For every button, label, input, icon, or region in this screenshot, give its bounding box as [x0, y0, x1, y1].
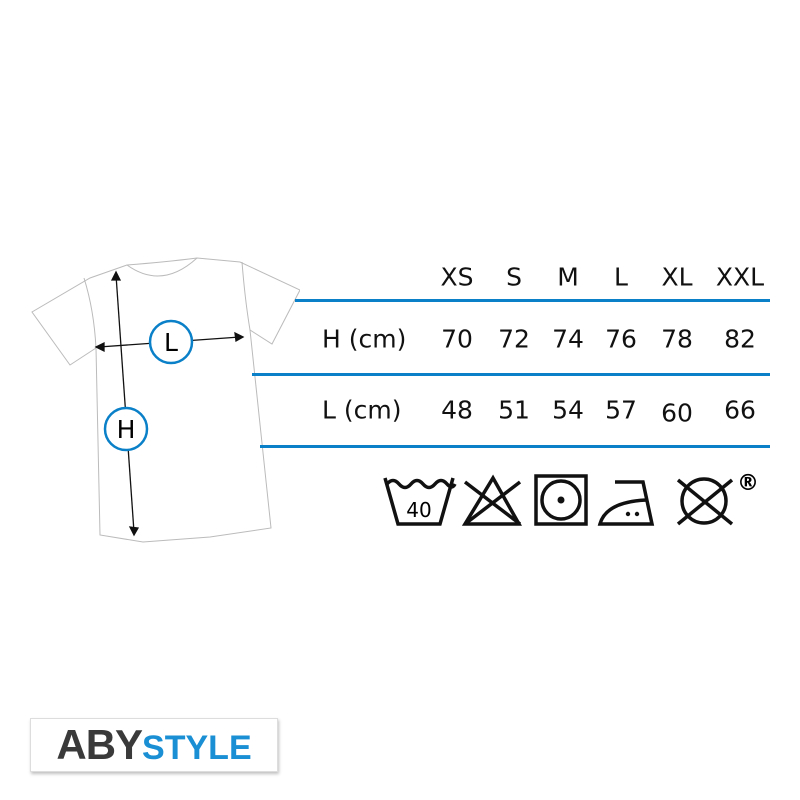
table-cell: 60	[661, 398, 693, 428]
height-marker: H	[117, 415, 136, 444]
iron-medium-icon	[597, 480, 655, 526]
size-header-l: L	[614, 262, 628, 292]
table-cell: 66	[724, 395, 756, 425]
no-dry-clean-icon	[676, 477, 734, 526]
table-divider	[295, 299, 770, 302]
size-header-xl: XL	[661, 262, 693, 292]
table-cell: 82	[724, 324, 756, 354]
logo-part-aby: ABY	[56, 721, 143, 768]
table-cell: 72	[498, 324, 530, 354]
table-cell: 54	[552, 395, 584, 425]
tshirt-diagram: L H	[31, 257, 300, 543]
size-header-xs: XS	[440, 262, 474, 292]
table-cell: 48	[441, 395, 473, 425]
length-marker: L	[164, 328, 178, 357]
table-divider	[252, 373, 770, 376]
registered-mark: ®	[737, 471, 759, 496]
size-header-m: M	[557, 262, 579, 292]
wash-temperature: 40	[406, 498, 431, 522]
table-cell: 51	[498, 395, 530, 425]
table-cell: 74	[552, 324, 584, 354]
row-label: L (cm)	[322, 395, 402, 425]
length-marker-circle	[148, 319, 194, 365]
table-cell: 70	[441, 324, 473, 354]
table-cell: 57	[605, 395, 637, 425]
table-divider	[260, 445, 770, 448]
size-header-s: S	[506, 262, 522, 292]
height-marker-circle	[103, 406, 149, 452]
wash-40-icon	[383, 477, 457, 526]
table-cell: 76	[605, 324, 637, 354]
table-cell: 78	[661, 324, 693, 354]
logo-part-style: STYLE	[142, 728, 252, 767]
size-header-xxl: XXL	[715, 262, 765, 292]
abystyle-logo: ABY STYLE	[30, 718, 278, 772]
care-icons: 40 ®	[383, 471, 759, 526]
tumble-dry-icon	[534, 474, 588, 526]
row-label: H (cm)	[322, 324, 407, 354]
no-bleach-icon	[461, 474, 522, 526]
